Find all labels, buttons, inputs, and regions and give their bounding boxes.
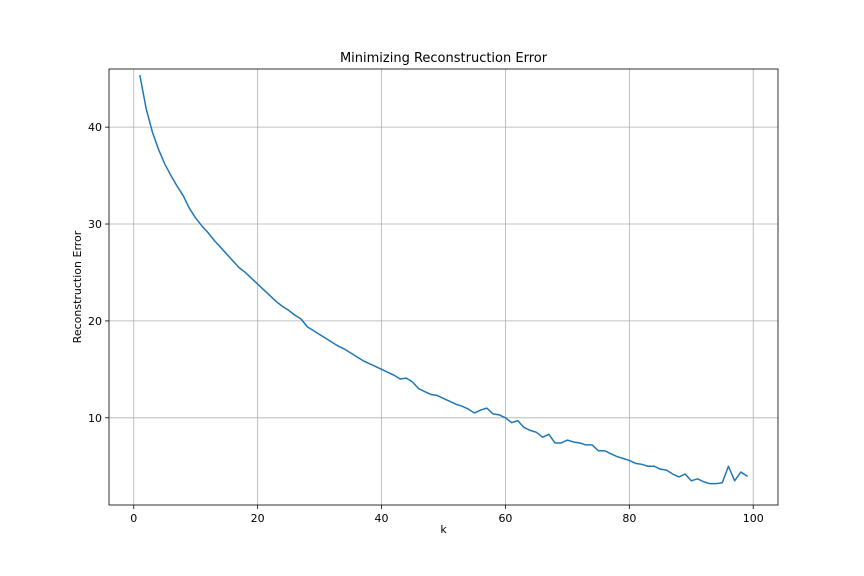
x-tick-label: 60 xyxy=(498,512,512,525)
plot-frame xyxy=(108,68,779,506)
tick-layer: 0 20 40 60 80 100 10 20 30 40 xyxy=(88,121,764,525)
chart-title: Minimizing Reconstruction Error xyxy=(340,51,548,66)
y-tick-label: 30 xyxy=(88,218,102,231)
y-tick-label: 40 xyxy=(88,121,102,134)
x-tick-label: 20 xyxy=(251,512,265,525)
series-layer xyxy=(139,74,749,485)
x-tick-label: 100 xyxy=(743,512,764,525)
x-axis-label: k xyxy=(440,523,447,536)
x-tick-label: 80 xyxy=(622,512,636,525)
y-tick-label: 20 xyxy=(88,315,102,328)
series-line xyxy=(139,74,749,485)
x-tick-label: 40 xyxy=(375,512,389,525)
grid-layer xyxy=(109,69,778,505)
y-axis-label: Reconstruction Error xyxy=(71,230,84,343)
x-tick-label: 0 xyxy=(130,512,137,525)
y-tick-label: 10 xyxy=(88,412,102,425)
